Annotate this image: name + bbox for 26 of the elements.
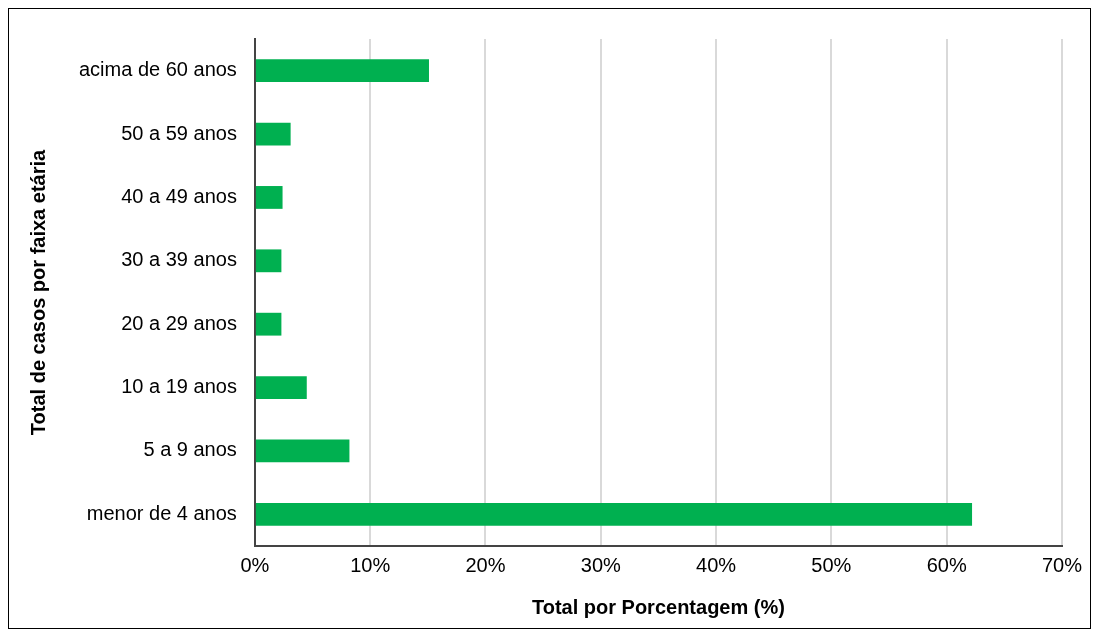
x-tick-label: 10% (350, 553, 391, 576)
bar (255, 439, 350, 463)
y-tick-label: menor de 4 anos (86, 501, 237, 524)
x-tick-label: 40% (696, 553, 737, 576)
bar (255, 312, 282, 336)
x-tick-label: 60% (926, 553, 967, 576)
x-axis-title: Total por Porcentagem (%) (531, 595, 785, 618)
y-tick-label: 40 a 49 anos (121, 184, 237, 207)
y-tick-label: 30 a 39 anos (121, 248, 237, 271)
y-tick-label: acima de 60 anos (78, 58, 237, 81)
x-tick-label: 20% (465, 553, 506, 576)
bar (255, 249, 282, 273)
bar (255, 59, 429, 83)
bar (255, 376, 307, 399)
y-tick-label: 50 a 59 anos (121, 121, 237, 144)
x-tick-label: 70% (1041, 553, 1083, 576)
y-axis-title: Total de casos por faixa etária (26, 148, 49, 436)
x-tick-label: 50% (811, 553, 852, 576)
x-tick-label: 30% (580, 553, 622, 576)
bar (255, 186, 283, 209)
y-tick-label: 20 a 29 anos (121, 311, 237, 334)
bar (255, 122, 291, 146)
y-tick-label: 10 a 19 anos (121, 375, 237, 398)
x-tick-label: 0% (240, 553, 270, 576)
y-tick-label: 5 a 9 anos (143, 438, 237, 461)
bar (255, 502, 973, 526)
